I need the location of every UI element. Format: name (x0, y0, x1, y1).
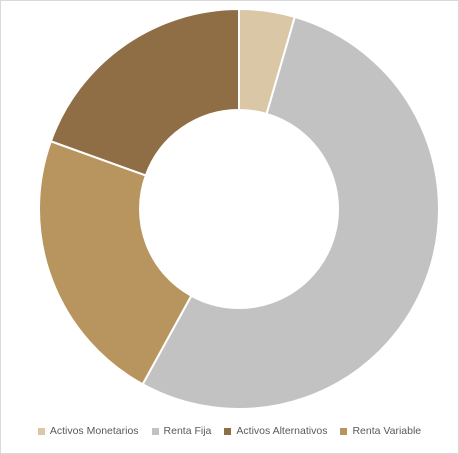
slice-renta-fija (141, 15, 440, 410)
legend-item-activos-monetarios: Activos Monetarios (37, 425, 139, 437)
legend-swatch-renta-fija (151, 427, 159, 435)
legend-item-renta-fija: Renta Fija (151, 425, 212, 437)
slice-renta-variable (38, 139, 193, 386)
legend-swatch-activos-monetarios (37, 427, 45, 435)
legend-label: Activos Monetarios (49, 425, 139, 437)
legend-swatch-renta-variable (340, 427, 348, 435)
slice-activos-alternativos (49, 7, 240, 177)
legend-label: Renta Variable (352, 425, 422, 437)
legend: Activos Monetarios Renta Fija Activos Alte… (1, 425, 458, 437)
legend-item-renta-variable: Renta Variable (340, 425, 421, 437)
legend-item-activos-alternativos: Activos Alternativos (224, 425, 327, 437)
legend-swatch-activos-alternativos (224, 427, 232, 435)
legend-label: Activos Alternativos (236, 425, 328, 437)
legend-label: Renta Fija (163, 425, 212, 437)
